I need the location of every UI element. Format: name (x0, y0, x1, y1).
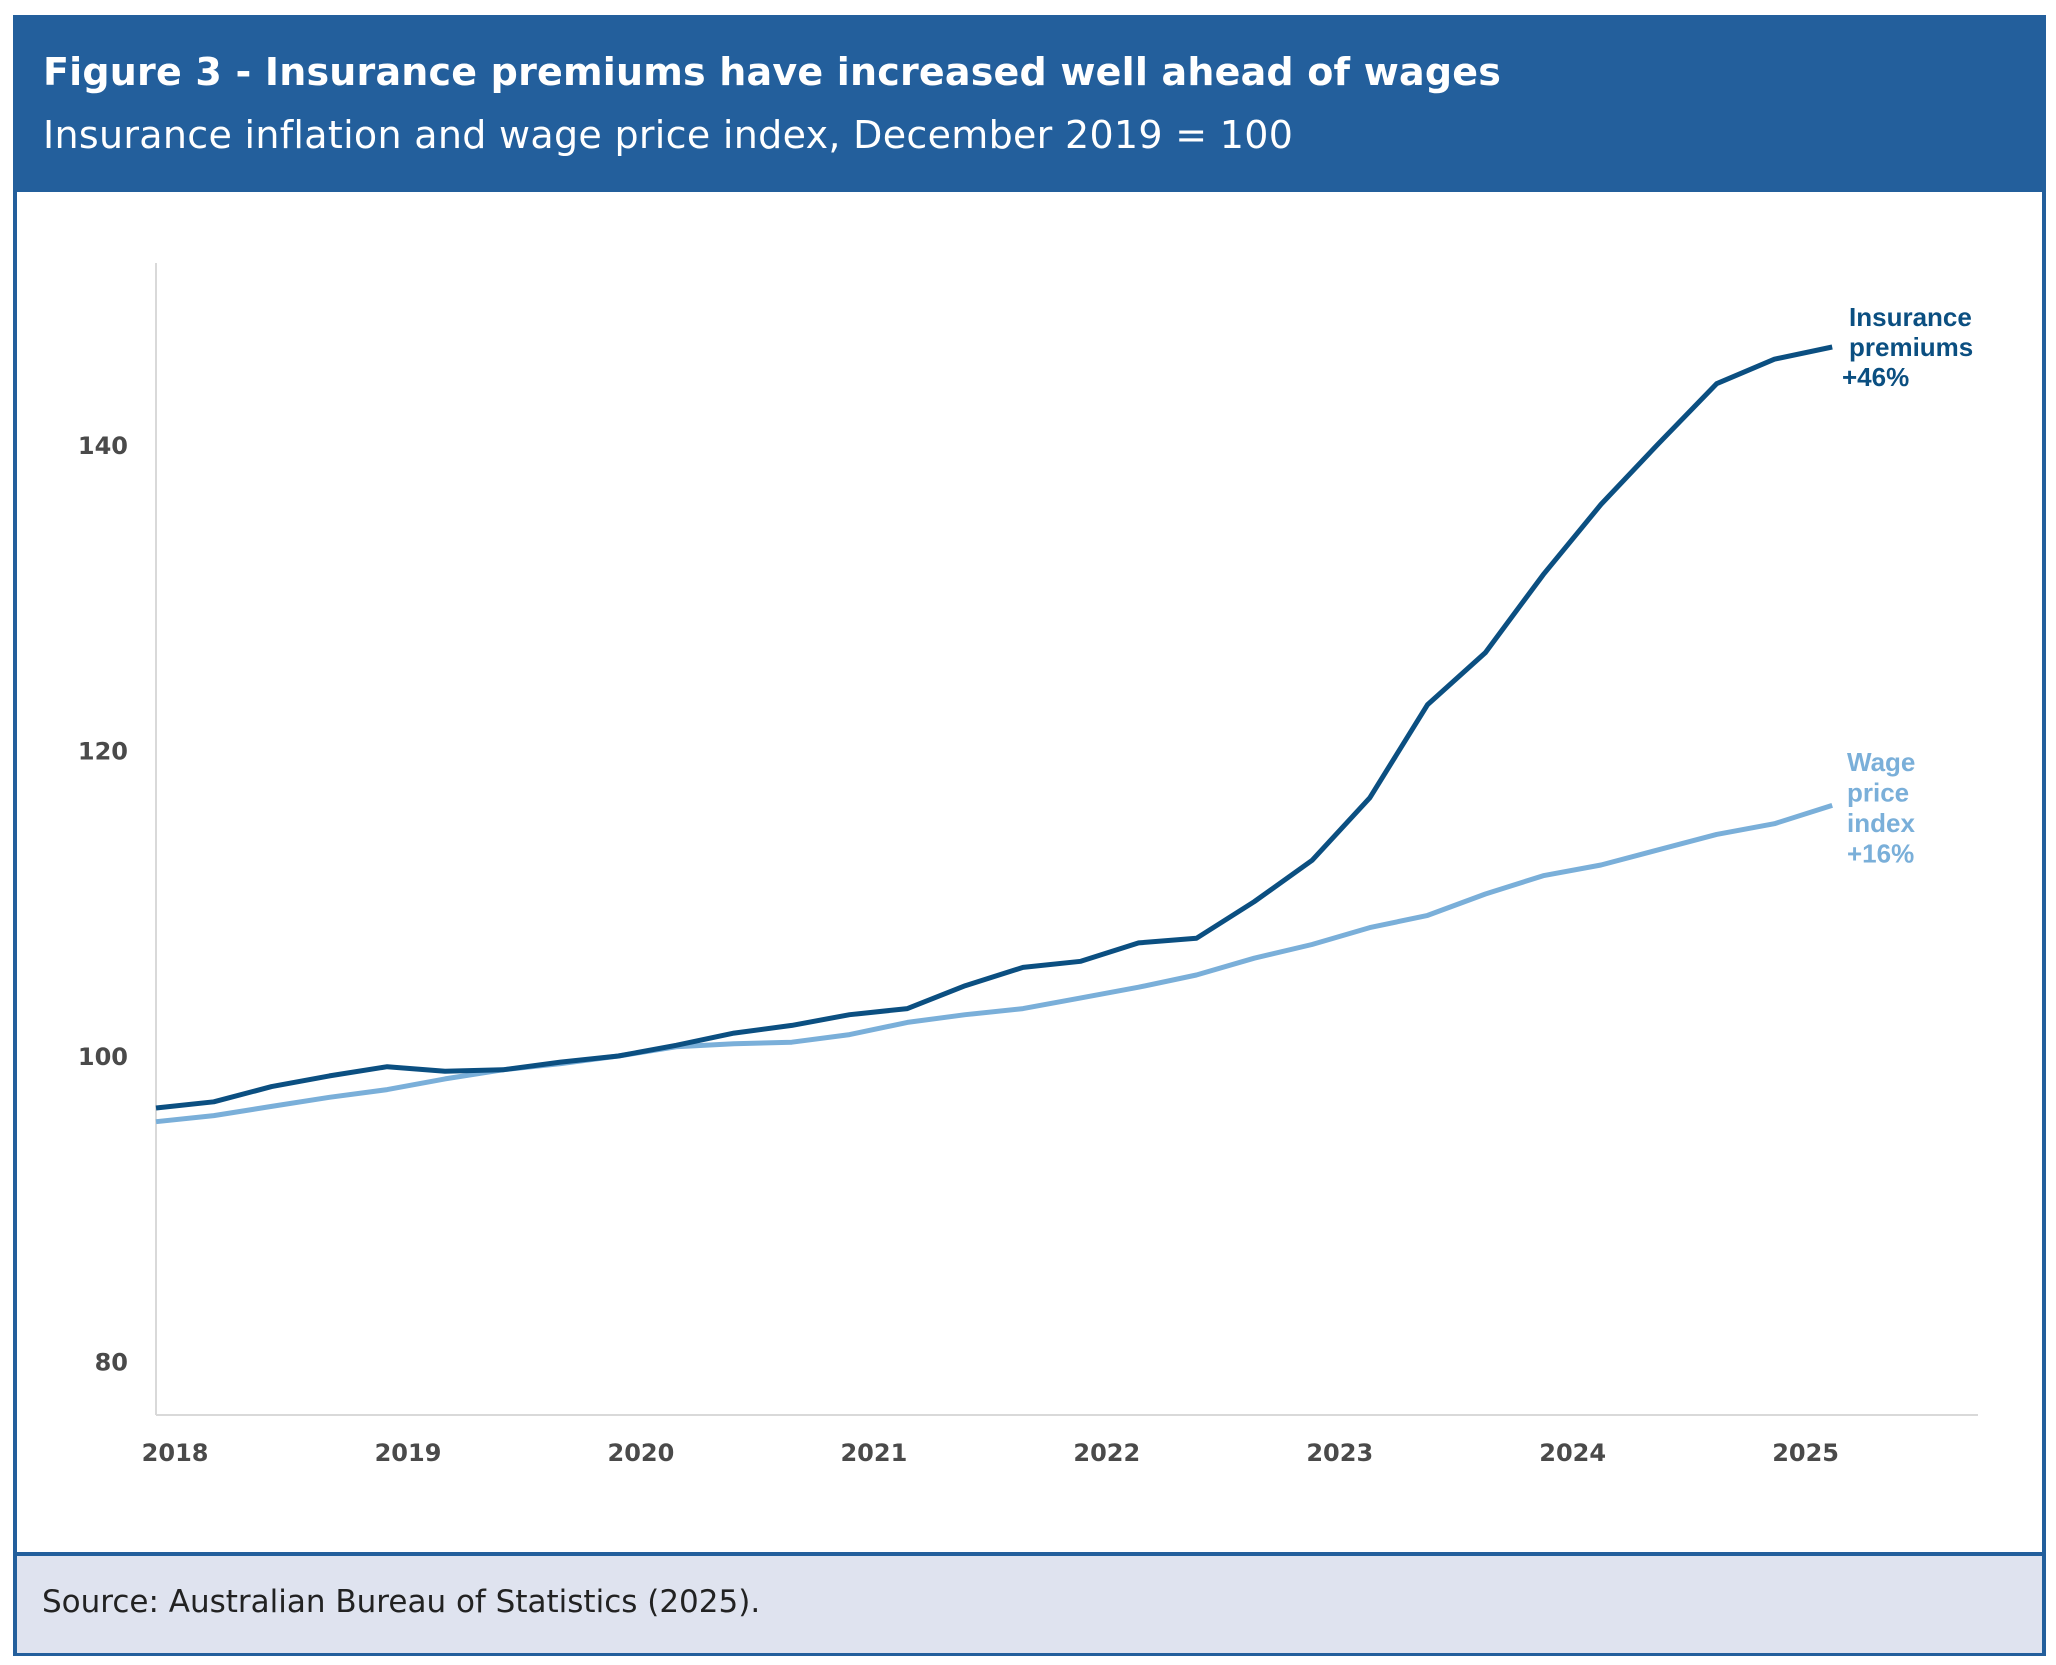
series-label-line: price (1847, 778, 1909, 808)
y-tick-label: 80 (95, 1349, 128, 1377)
x-tick-label: 2018 (142, 1439, 209, 1467)
x-tick-label: 2025 (1772, 1439, 1839, 1467)
figure-subtitle: Insurance inflation and wage price index… (43, 113, 1294, 157)
wage-price-index-line (155, 803, 1833, 1125)
x-tick-labels: 2018 2019 2020 2021 2022 2023 2024 2025 (142, 1439, 1839, 1467)
series-label-line: +46% (1842, 362, 1909, 392)
x-tick-label: 2021 (840, 1439, 907, 1467)
y-tick-labels: 80 100 120 140 (78, 432, 128, 1377)
y-tick-label: 120 (78, 737, 128, 765)
series-label-line: Wage (1847, 747, 1915, 777)
figure-title: Figure 3 - Insurance premiums have incre… (43, 50, 1502, 94)
series-lines (155, 344, 1833, 1125)
figure-footer (17, 1552, 2042, 1653)
figure-header (13, 15, 2046, 192)
x-tick-label: 2020 (608, 1439, 675, 1467)
x-tick-label: 2022 (1073, 1439, 1140, 1467)
series-label-line: Insurance (1849, 302, 1972, 332)
x-tick-label: 2024 (1539, 1439, 1606, 1467)
y-tick-label: 140 (78, 432, 128, 460)
series-label-line: premiums (1849, 332, 1973, 362)
source-note: Source: Australian Bureau of Statistics … (42, 1584, 761, 1620)
insurance-premiums-line (155, 344, 1833, 1111)
series-label-line: +16% (1847, 839, 1914, 869)
y-tick-label: 100 (78, 1043, 128, 1071)
series-label-line: index (1847, 808, 1915, 838)
x-tick-label: 2019 (375, 1439, 442, 1467)
x-tick-label: 2023 (1306, 1439, 1373, 1467)
